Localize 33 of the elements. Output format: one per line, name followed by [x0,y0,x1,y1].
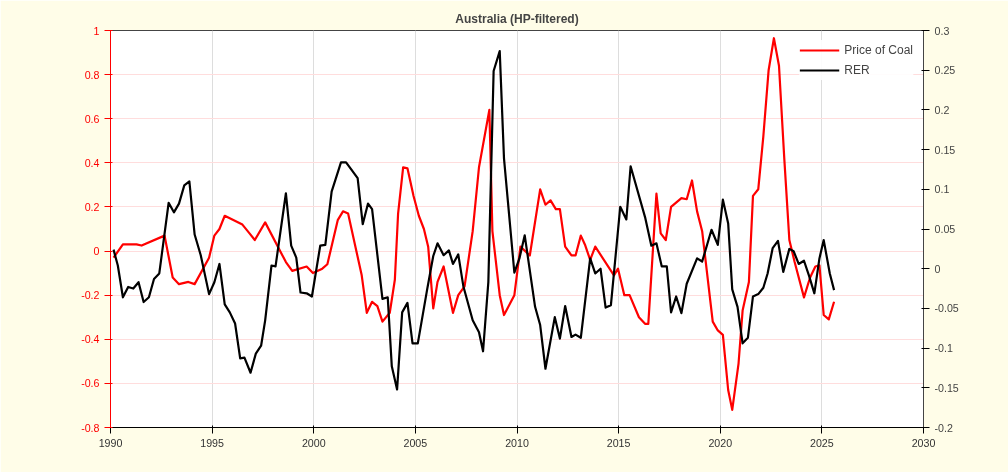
x-tick-label: 2005 [403,436,428,449]
y2-tick-label: 0.25 [934,64,956,77]
y-tick-label: 0.6 [84,112,100,125]
y2-tick-label: -0.1 [934,342,953,355]
y2-tick-label: -0.05 [934,302,959,315]
x-tick-label: 2025 [810,436,834,449]
x-tick-label: 2010 [505,436,529,449]
x-tick-label: 1995 [200,436,225,449]
y-tick-label: -0.8 [81,421,100,434]
y2-tick-label: 0.2 [934,103,950,116]
y-tick-label: -0.4 [81,333,100,346]
y-tick-label: 0.8 [84,68,100,81]
y2-tick-label: 0.3 [934,24,950,37]
y-tick-label: 0.4 [84,156,100,169]
x-tick-label: 2030 [911,436,936,449]
x-tick-label: 2015 [606,436,631,449]
y2-tick-label: 0.1 [934,183,950,196]
chart-title: Australia (HP-filtered) [455,11,579,26]
y2-tick-label: 0.05 [934,223,956,235]
y2-tick-label: -0.2 [934,421,953,434]
y2-tick-label: 0.15 [934,143,956,156]
y-tick-label: 0 [93,245,100,258]
x-tick-label: 2000 [301,436,326,449]
y2-tick-label: -0.15 [934,381,959,394]
y-tick-label: -0.6 [81,377,100,390]
y2-tick-label: 0 [934,262,941,275]
legend-label: Price of Coal [844,43,913,57]
y-tick-label: -0.2 [81,289,100,302]
x-tick-label: 2020 [708,436,733,449]
x-tick-label: 1990 [98,436,123,449]
y-tick-label: 1 [93,24,100,37]
legend-label: RER [844,63,870,77]
y-tick-label: 0.2 [84,200,100,213]
